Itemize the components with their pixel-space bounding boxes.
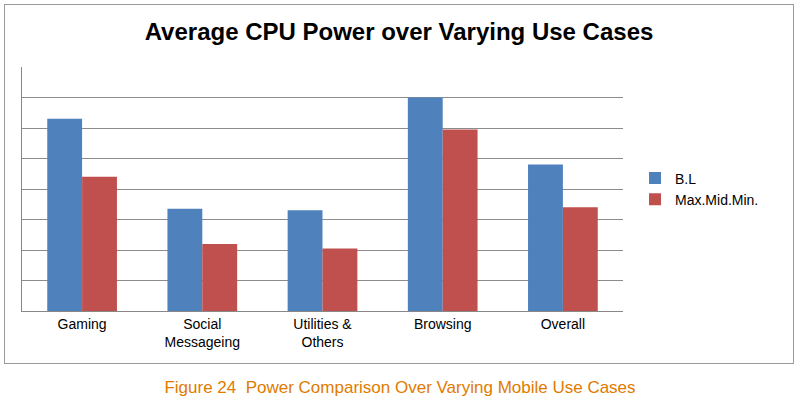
- svg-text:Overall: Overall: [541, 316, 585, 332]
- svg-text:Utilities &Others: Utilities &Others: [293, 316, 352, 350]
- svg-text:Browsing: Browsing: [414, 316, 472, 332]
- svg-text:Max.Mid.Min.: Max.Mid.Min.: [675, 192, 758, 208]
- svg-text:SocialMessageing: SocialMessageing: [165, 316, 241, 350]
- svg-text:B.L: B.L: [675, 171, 696, 187]
- svg-text:Average CPU Power over Varying: Average CPU Power over Varying Use Cases: [145, 18, 654, 45]
- svg-text:Gaming: Gaming: [58, 316, 107, 332]
- html-text:Figure 24 Power Comparison Ove: Figure 24 Power Comparison Over Varying …: [164, 378, 636, 397]
